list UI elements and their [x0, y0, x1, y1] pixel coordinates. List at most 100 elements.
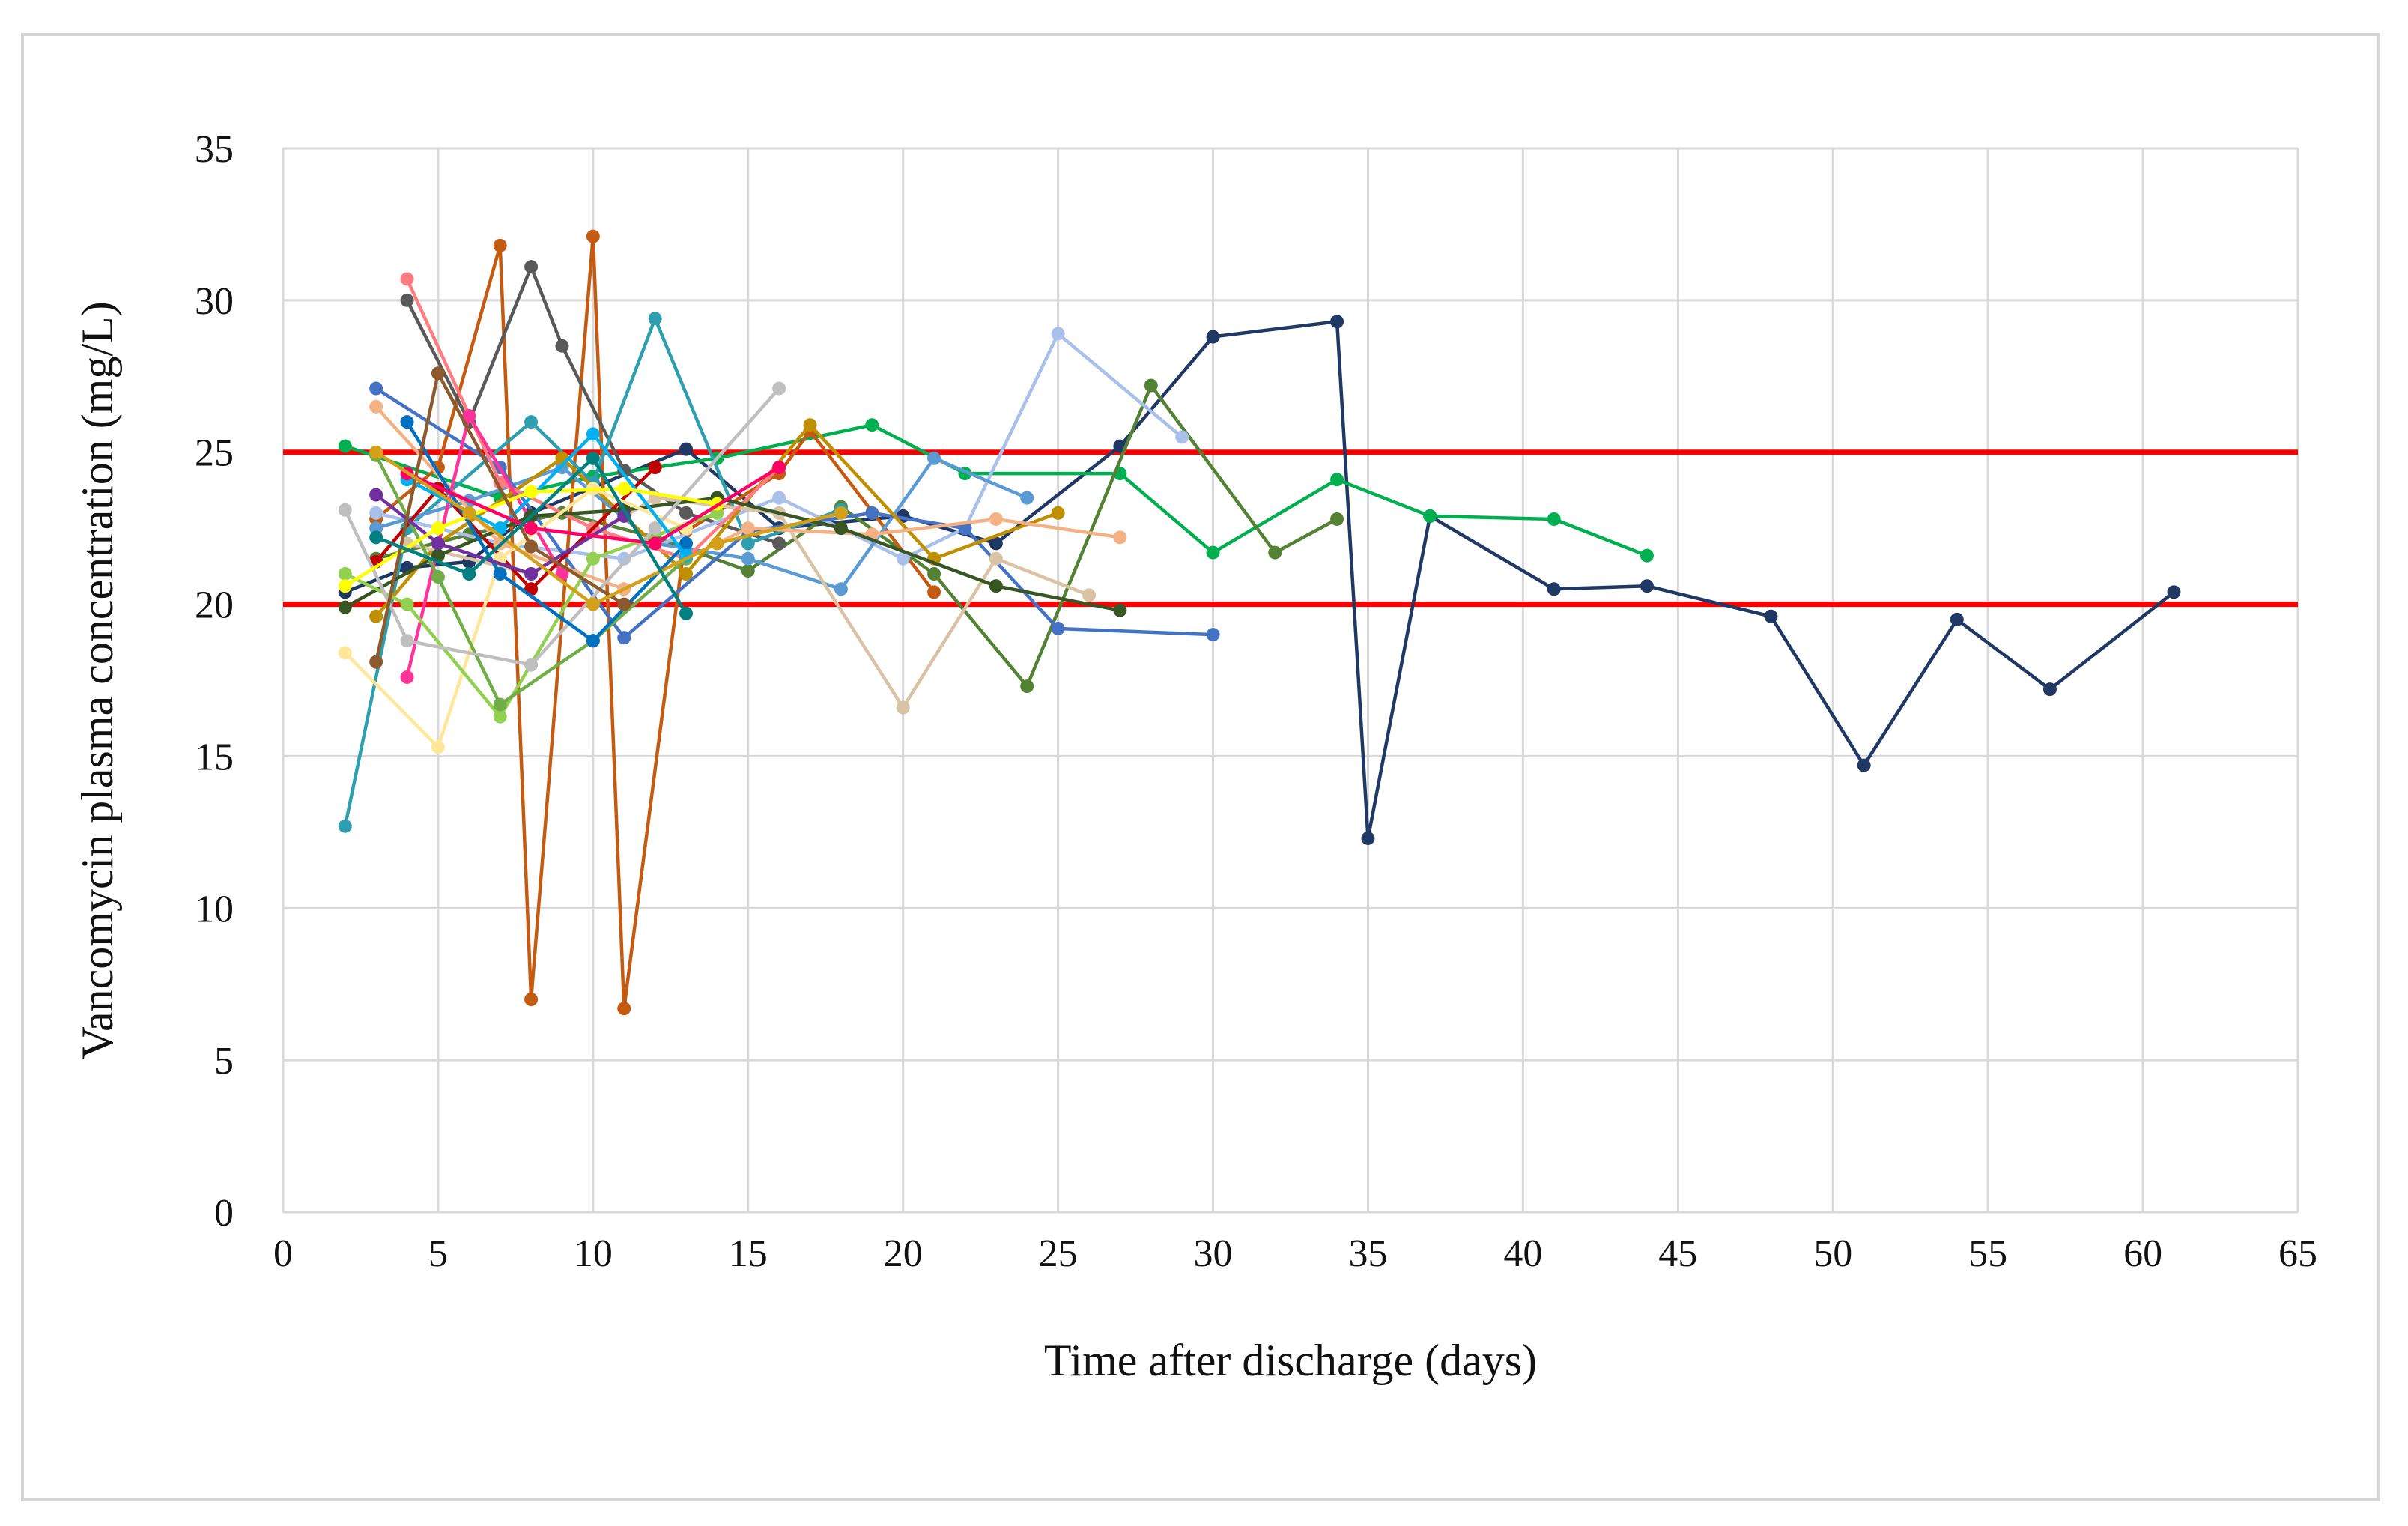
data-point [493, 238, 507, 252]
data-point [586, 551, 600, 566]
data-point [648, 536, 662, 551]
data-point [741, 551, 755, 566]
data-point [710, 536, 724, 551]
series-27 [369, 445, 848, 611]
data-point [400, 634, 414, 648]
data-point [586, 634, 600, 648]
data-point [369, 488, 383, 502]
data-point [648, 521, 662, 536]
data-point [338, 503, 352, 517]
data-point [1640, 579, 1654, 593]
y-tick-label: 35 [195, 128, 234, 171]
data-point [741, 521, 755, 536]
data-point [1330, 315, 1344, 329]
y-tick-label: 5 [214, 1040, 234, 1083]
data-point [989, 551, 1003, 566]
data-point [431, 366, 445, 381]
data-point [1020, 679, 1034, 694]
data-point [524, 415, 539, 429]
data-point [989, 579, 1003, 593]
data-point [586, 451, 600, 465]
data-point [369, 381, 383, 396]
x-tick-label: 50 [1813, 1232, 1852, 1275]
x-tick-label: 10 [574, 1232, 613, 1275]
data-point [679, 536, 693, 551]
data-point [524, 658, 539, 672]
data-point [772, 491, 786, 505]
data-point [1144, 378, 1158, 393]
x-tick-label: 65 [2278, 1232, 2317, 1275]
data-point [834, 506, 848, 520]
series-line [375, 456, 688, 614]
data-point [431, 536, 445, 551]
data-point [927, 451, 941, 465]
x-tick-label: 60 [2123, 1232, 2162, 1275]
series-28 [369, 451, 693, 620]
data-point [1206, 628, 1220, 642]
data-point [400, 293, 414, 307]
data-point [462, 409, 476, 423]
y-tick-label: 0 [214, 1192, 234, 1235]
data-point [679, 606, 693, 620]
data-point [400, 670, 414, 684]
data-point [803, 418, 817, 432]
series-line [405, 420, 688, 643]
data-point [524, 485, 539, 499]
data-point [834, 521, 848, 536]
data-point [989, 512, 1003, 526]
data-point [369, 506, 383, 520]
data-point [1640, 548, 1654, 563]
data-point [400, 415, 414, 429]
data-point [617, 551, 631, 566]
tick-labels: 0 5 10 15 20 25 30 35 40 45 50 55 60 65 0 5 10 15 20 25 30 35 [195, 128, 2317, 1275]
y-tick-label: 20 [195, 584, 234, 627]
data-point [1330, 473, 1344, 487]
data-point [1051, 327, 1065, 341]
y-tick-label: 15 [195, 736, 234, 778]
data-point [896, 551, 910, 566]
data-point [865, 506, 879, 520]
data-point [1547, 582, 1561, 596]
data-point [2042, 682, 2057, 697]
data-point [338, 646, 352, 660]
data-point [586, 427, 600, 441]
series-20 [338, 381, 786, 672]
data-point [1950, 612, 1964, 626]
x-tick-label: 15 [729, 1232, 768, 1275]
data-point [679, 506, 693, 520]
data-point [1051, 622, 1065, 636]
data-point [462, 506, 476, 520]
data-point [1113, 530, 1127, 545]
x-tick-label: 35 [1348, 1232, 1387, 1275]
data-point [741, 563, 755, 578]
data-point [586, 597, 600, 611]
data-point [338, 567, 352, 581]
data-point [617, 1002, 631, 1016]
data-point [679, 442, 693, 456]
series-24 [338, 482, 724, 593]
data-point [338, 439, 352, 453]
data-point [369, 609, 383, 623]
x-tick-label: 30 [1194, 1232, 1233, 1275]
data-point [1547, 512, 1561, 526]
data-point [400, 272, 414, 286]
data-point [431, 521, 445, 536]
data-point [400, 597, 414, 611]
data-point [927, 567, 941, 581]
data-point [369, 399, 383, 414]
data-point [772, 381, 786, 396]
series-25 [369, 366, 631, 669]
x-tick-label: 40 [1503, 1232, 1542, 1275]
data-point [369, 530, 383, 545]
data-point [772, 461, 786, 474]
data-point [617, 631, 631, 645]
data-point [338, 600, 352, 614]
x-tick-label: 55 [1968, 1232, 2007, 1275]
data-point [462, 567, 476, 581]
data-point [431, 570, 445, 584]
data-point [617, 464, 631, 478]
data-point [586, 229, 600, 243]
data-point [524, 260, 539, 274]
y-tick-label: 30 [195, 280, 234, 323]
data-point [1082, 588, 1096, 602]
